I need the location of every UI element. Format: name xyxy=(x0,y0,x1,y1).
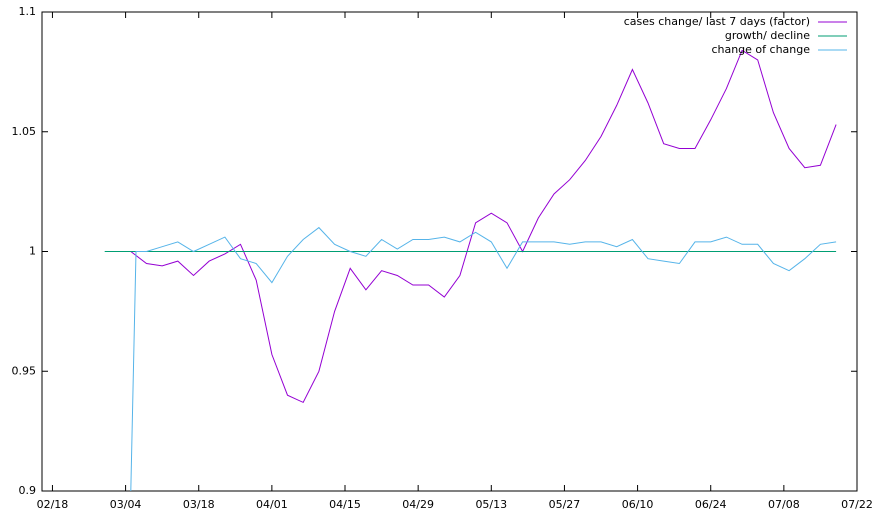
x-tick-label: 07/08 xyxy=(768,498,800,511)
x-tick-label: 04/01 xyxy=(256,498,288,511)
y-tick-label: 1.1 xyxy=(19,5,37,18)
x-tick-label: 05/27 xyxy=(549,498,581,511)
x-tick-label: 04/29 xyxy=(402,498,434,511)
y-tick-label: 1.05 xyxy=(12,125,37,138)
x-tick-label: 06/10 xyxy=(622,498,654,511)
x-tick-label: 03/18 xyxy=(183,498,215,511)
series-line xyxy=(130,226,837,492)
legend-label: change of change xyxy=(711,43,810,56)
x-tick-label: 02/18 xyxy=(37,498,69,511)
y-tick-label: 0.95 xyxy=(12,364,37,377)
legend-label: growth/ decline xyxy=(725,29,810,42)
series-line xyxy=(130,49,837,404)
x-tick-label: 06/24 xyxy=(695,498,727,511)
x-tick-label: 03/04 xyxy=(110,498,142,511)
x-tick-label: 07/22 xyxy=(841,498,873,511)
x-tick-label: 05/13 xyxy=(475,498,507,511)
x-tick-label: 04/15 xyxy=(329,498,361,511)
y-tick-label: 0.9 xyxy=(19,484,37,497)
legend-label: cases change/ last 7 days (factor) xyxy=(624,15,810,28)
y-tick-label: 1 xyxy=(29,245,36,258)
